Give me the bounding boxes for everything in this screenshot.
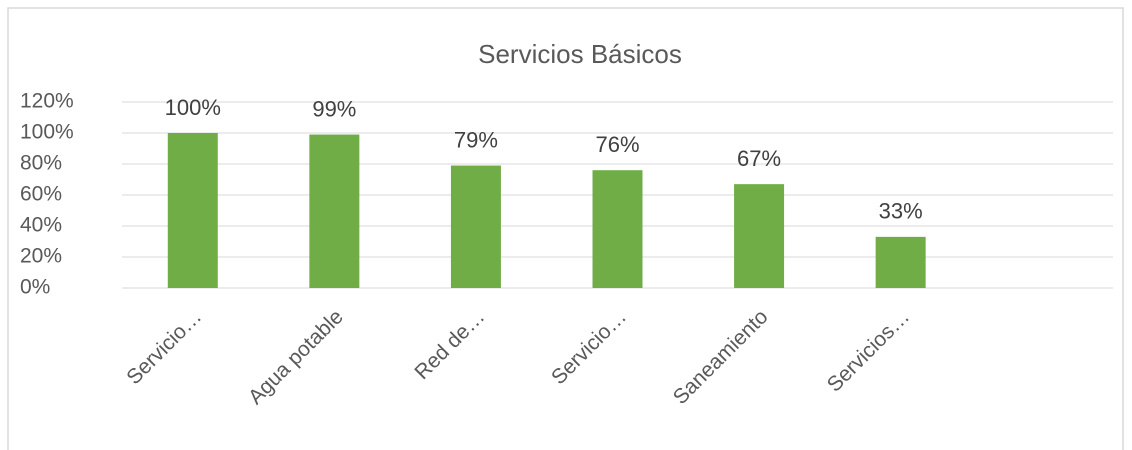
x-tick-label: Agua potable [244,305,348,409]
data-label: 99% [312,96,356,121]
x-tick-label: Saneamiento [669,305,773,409]
bar [167,133,218,288]
y-tick-label: 120% [20,90,74,113]
data-label: 33% [879,199,923,224]
data-label: 100% [165,95,221,120]
y-tick-label: 40% [20,214,62,237]
chart-frame [7,7,1124,450]
x-tick-label: Servicio… [547,305,631,389]
bar [734,184,785,288]
chart-title: Servicios Básicos [478,39,682,69]
bar [875,236,926,288]
bar [592,170,643,288]
bar [309,134,360,288]
bar [450,165,501,288]
y-tick-label: 0% [20,276,50,299]
data-label: 67% [737,146,781,171]
y-tick-label: 100% [20,121,74,144]
x-tick-label: Servicio… [122,305,206,389]
y-tick-label: 80% [20,152,62,175]
data-label: 76% [595,132,639,157]
x-tick-label: Red de… [410,305,489,384]
data-label: 79% [454,127,498,152]
y-tick-label: 60% [20,183,62,206]
y-tick-label: 20% [20,245,62,268]
x-tick-label: Servicios… [823,305,914,396]
